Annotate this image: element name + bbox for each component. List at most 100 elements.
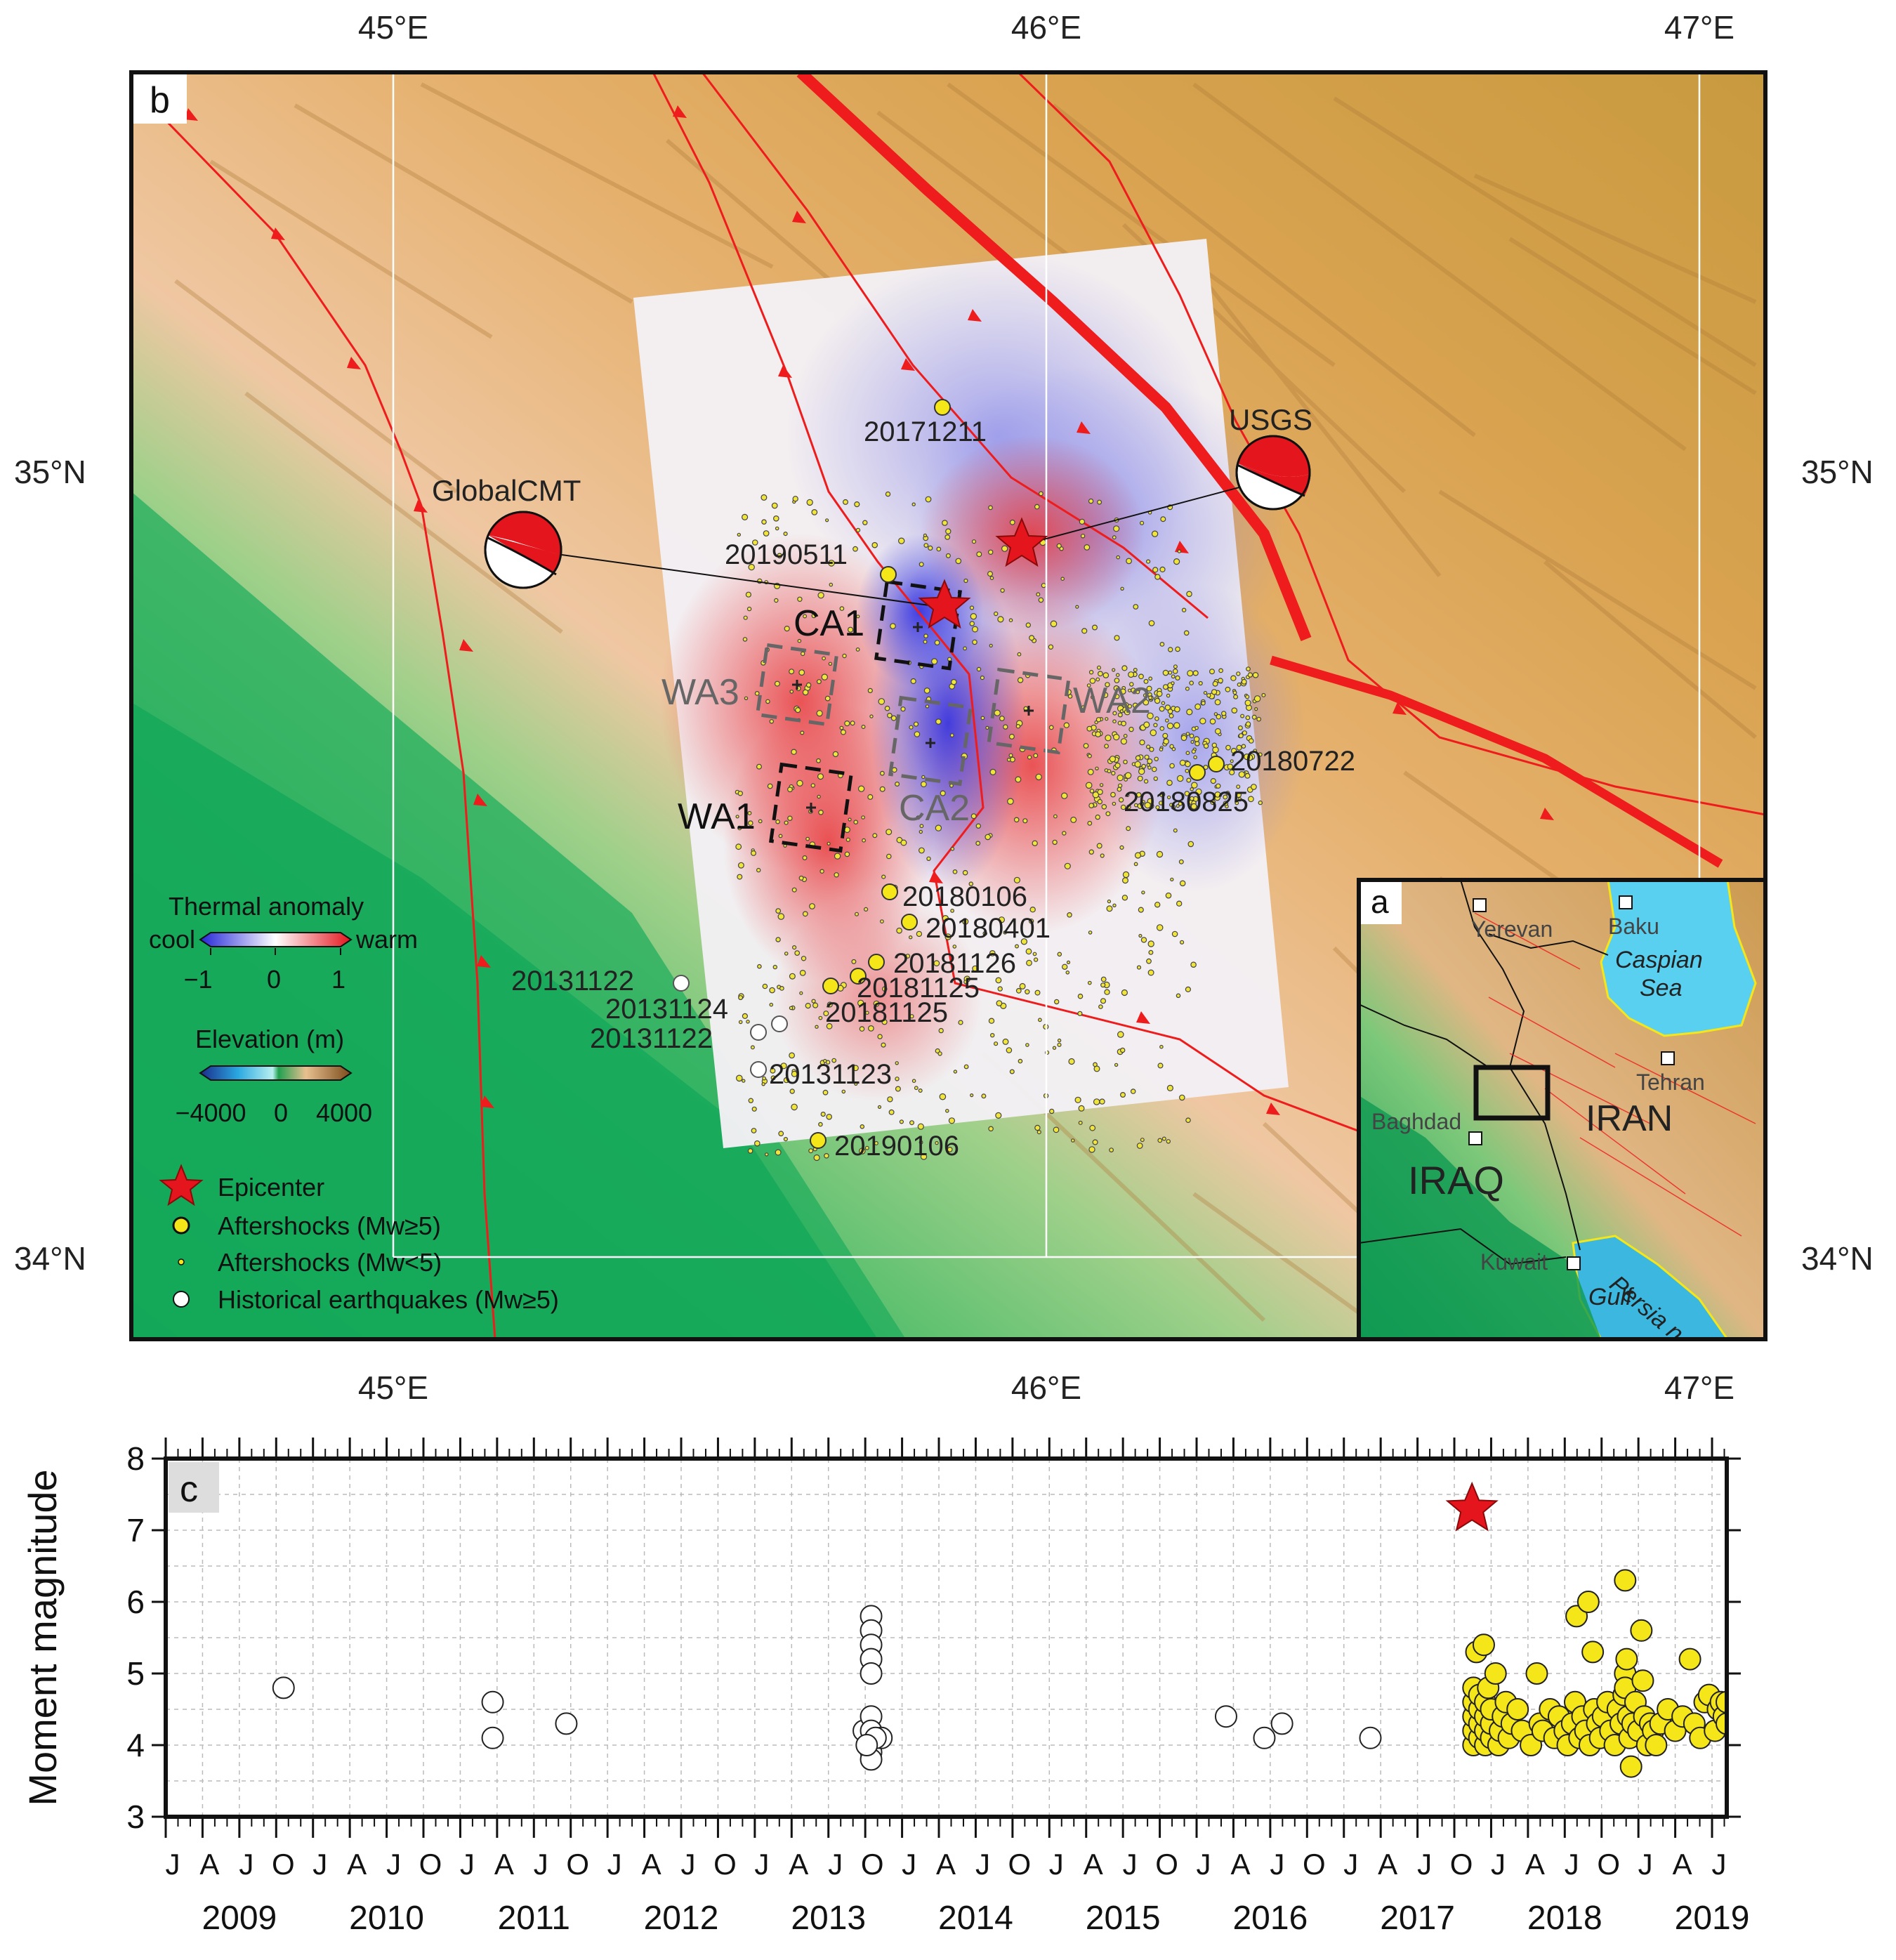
aftershock-small-dot: [935, 1140, 939, 1145]
aftershock-small-dot: [1038, 597, 1044, 603]
aftershock-small-dot: [993, 1041, 999, 1046]
aftershock-small-dot: [1161, 701, 1166, 706]
aftershock-small-dot: [963, 980, 968, 985]
month-tick-label: J: [828, 1848, 843, 1881]
aftershock-point: [1525, 1662, 1548, 1685]
aftershock-small-dot: [1136, 1143, 1143, 1149]
focal-mechanism-global: [484, 511, 562, 589]
aftershock-small-dot: [750, 1045, 755, 1050]
aftershock-small-dot: [1095, 766, 1099, 771]
aftershock-small-dot: [1143, 779, 1149, 784]
month-tick-label: J: [460, 1848, 475, 1881]
aftershock-small-dot: [1101, 804, 1107, 810]
aftershock-small-dot: [1181, 607, 1187, 612]
month-tick-label: J: [681, 1848, 696, 1881]
aftershock-small-dot: [1081, 628, 1088, 634]
aftershock-small-dot: [878, 698, 886, 705]
aftershock-small-dot: [1141, 890, 1145, 895]
aftershock-point: [1472, 1633, 1495, 1657]
aftershock-small-dot: [824, 695, 831, 702]
aftershock-small-dot: [771, 502, 778, 509]
aftershock-small-dot: [1185, 768, 1190, 773]
aftershock-small-dot: [909, 1014, 914, 1019]
aftershock-small-dot: [1104, 744, 1109, 749]
historical-point: [555, 1712, 578, 1735]
aftershock-small-dot: [972, 965, 979, 972]
aftershock-small-dot: [857, 785, 865, 792]
svg-text:4000: 4000: [316, 1098, 372, 1127]
aftershock-small-dot: [981, 1093, 987, 1099]
aftershock-small-dot: [797, 638, 802, 643]
aftershock-small-dot: [783, 1077, 790, 1084]
aftershock-small-dot: [1008, 618, 1013, 623]
aftershock-small-dot: [820, 1111, 826, 1117]
aftershock-small-dot: [1104, 989, 1110, 995]
aftershock-small-dot: [1015, 987, 1022, 994]
aftershock-small-dot: [923, 688, 930, 694]
aftershock-small-dot: [1088, 1146, 1095, 1153]
year-tick-label: 2012: [644, 1900, 719, 1937]
aftershock-small-dot: [1001, 545, 1008, 552]
aftershock-small-dot: [1067, 912, 1072, 918]
aftershock-small-dot: [1126, 804, 1131, 810]
aftershock-small-dot: [1179, 880, 1186, 887]
aftershock-small-dot: [743, 615, 748, 620]
aftershock-small-dot: [828, 560, 835, 567]
aftershock-small-dot: [942, 914, 949, 922]
aftershock-small-dot: [1190, 803, 1197, 810]
aftershock-small-dot: [1214, 728, 1221, 735]
svg-text:IRAQ: IRAQ: [1408, 1158, 1504, 1202]
aftershock-small-dot: [1175, 675, 1180, 681]
aftershock-small-dot: [1032, 840, 1038, 847]
aftershock-small-dot: [756, 763, 762, 770]
aftershock-small-dot: [1106, 905, 1113, 912]
aftershock-small-dot: [1119, 1047, 1126, 1053]
aftershock-small-dot: [1100, 982, 1106, 988]
aftershock-small-dot: [1185, 732, 1190, 736]
aftershock-small-dot: [738, 1020, 743, 1025]
aftershock-small-dot: [1089, 678, 1096, 684]
aftershock-small-dot: [1232, 690, 1237, 695]
aftershock-small-dot: [952, 869, 958, 874]
aftershock-small-dot: [748, 820, 753, 826]
aftershock-small-dot: [1240, 713, 1245, 718]
aftershock-small-dot: [1216, 783, 1221, 789]
aftershock-small-dot: [1127, 688, 1132, 692]
month-tick-label: J: [1123, 1848, 1138, 1881]
aftershock-small-dot: [827, 1001, 833, 1008]
aftershock-small-dot: [1230, 675, 1237, 681]
aftershock-small-dot: [1159, 706, 1165, 712]
aftershock-small-dot: [1151, 766, 1157, 772]
aftershock-small-dot: [1209, 669, 1215, 675]
aftershock-small-dot: [823, 1011, 829, 1017]
aftershock-small-dot: [963, 578, 968, 584]
historical-point: [1253, 1726, 1276, 1749]
aftershock-small-dot: [1176, 803, 1180, 808]
aftershock-small-dot: [774, 598, 779, 603]
aftershock-small-dot: [754, 691, 760, 696]
aftershock-small-dot: [1048, 725, 1054, 730]
aftershock-small-dot: [816, 758, 821, 763]
aftershock-large-dot: [868, 954, 885, 971]
aftershock-small-dot: [787, 815, 793, 821]
aftershock-small-dot: [1120, 586, 1124, 591]
aftershock-small-dot: [1112, 535, 1117, 540]
aftershock-small-dot: [1143, 699, 1150, 706]
study-area-box: [1473, 1065, 1551, 1121]
aftershock-small-dot: [1092, 791, 1100, 798]
aftershock-small-dot: [877, 1034, 883, 1039]
aftershock-small-dot: [989, 643, 993, 648]
aftershock-small-dot: [853, 820, 859, 825]
aftershock-small-dot: [988, 505, 993, 511]
svg-text:cool: cool: [149, 925, 195, 954]
aftershock-small-dot: [801, 956, 807, 961]
aftershock-small-dot: [1124, 709, 1131, 716]
aftershock-small-dot: [985, 834, 992, 841]
svg-text:0: 0: [274, 1098, 288, 1127]
aftershock-small-dot: [1223, 794, 1228, 800]
aftershock-small-dot: [1112, 668, 1116, 672]
aftershock-small-dot: [797, 596, 803, 603]
aftershock-point: [1484, 1662, 1507, 1685]
aftershock-small-dot: [854, 501, 860, 508]
aftershock-small-dot: [1121, 665, 1128, 671]
